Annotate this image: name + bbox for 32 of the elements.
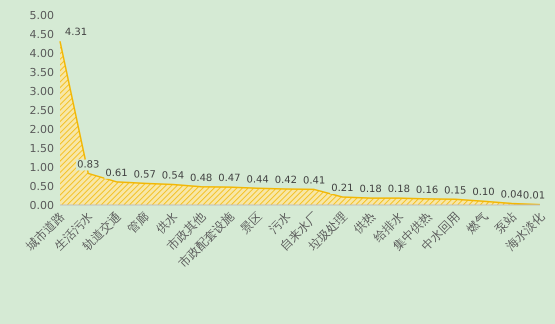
data-label: 0.18 — [388, 184, 410, 196]
y-tick-label: 0.00 — [30, 199, 54, 212]
data-label: 0.44 — [246, 174, 269, 186]
data-label: 0.61 — [105, 168, 128, 179]
data-label: 0.57 — [134, 169, 156, 180]
data-label: 0.21 — [331, 183, 354, 194]
data-label: 0.48 — [190, 172, 212, 184]
data-label: 0.16 — [416, 184, 438, 196]
y-tick-label: 1.50 — [30, 142, 54, 155]
data-label: 4.31 — [64, 27, 88, 38]
data-label: 0.04 — [500, 189, 523, 200]
data-label: 0.42 — [274, 175, 298, 186]
x-tick-label: 燃气 — [464, 209, 491, 236]
y-tick-label: 3.50 — [30, 66, 54, 79]
x-tick-label: 景区 — [238, 209, 265, 236]
y-tick-label: 5.00 — [30, 9, 54, 22]
y-tick-label: 2.00 — [30, 123, 54, 136]
data-label: 0.41 — [302, 175, 326, 186]
data-label: 0.83 — [77, 159, 100, 170]
data-label: 0.47 — [218, 173, 241, 184]
data-label: 0.10 — [472, 187, 495, 198]
y-tick-label: 0.50 — [30, 180, 54, 193]
data-label: 0.18 — [359, 184, 382, 196]
y-tick-label: 1.00 — [30, 161, 54, 174]
x-tick-label: 管廊 — [124, 209, 152, 236]
y-tick-label: 2.50 — [30, 104, 54, 117]
data-label: 0.01 — [522, 190, 546, 202]
y-tick-label: 4.50 — [30, 28, 54, 41]
y-tick-label: 4.00 — [30, 47, 54, 60]
y-tick-label: 3.00 — [30, 85, 54, 98]
data-label: 0.15 — [444, 185, 466, 196]
data-label: 0.54 — [162, 170, 184, 182]
